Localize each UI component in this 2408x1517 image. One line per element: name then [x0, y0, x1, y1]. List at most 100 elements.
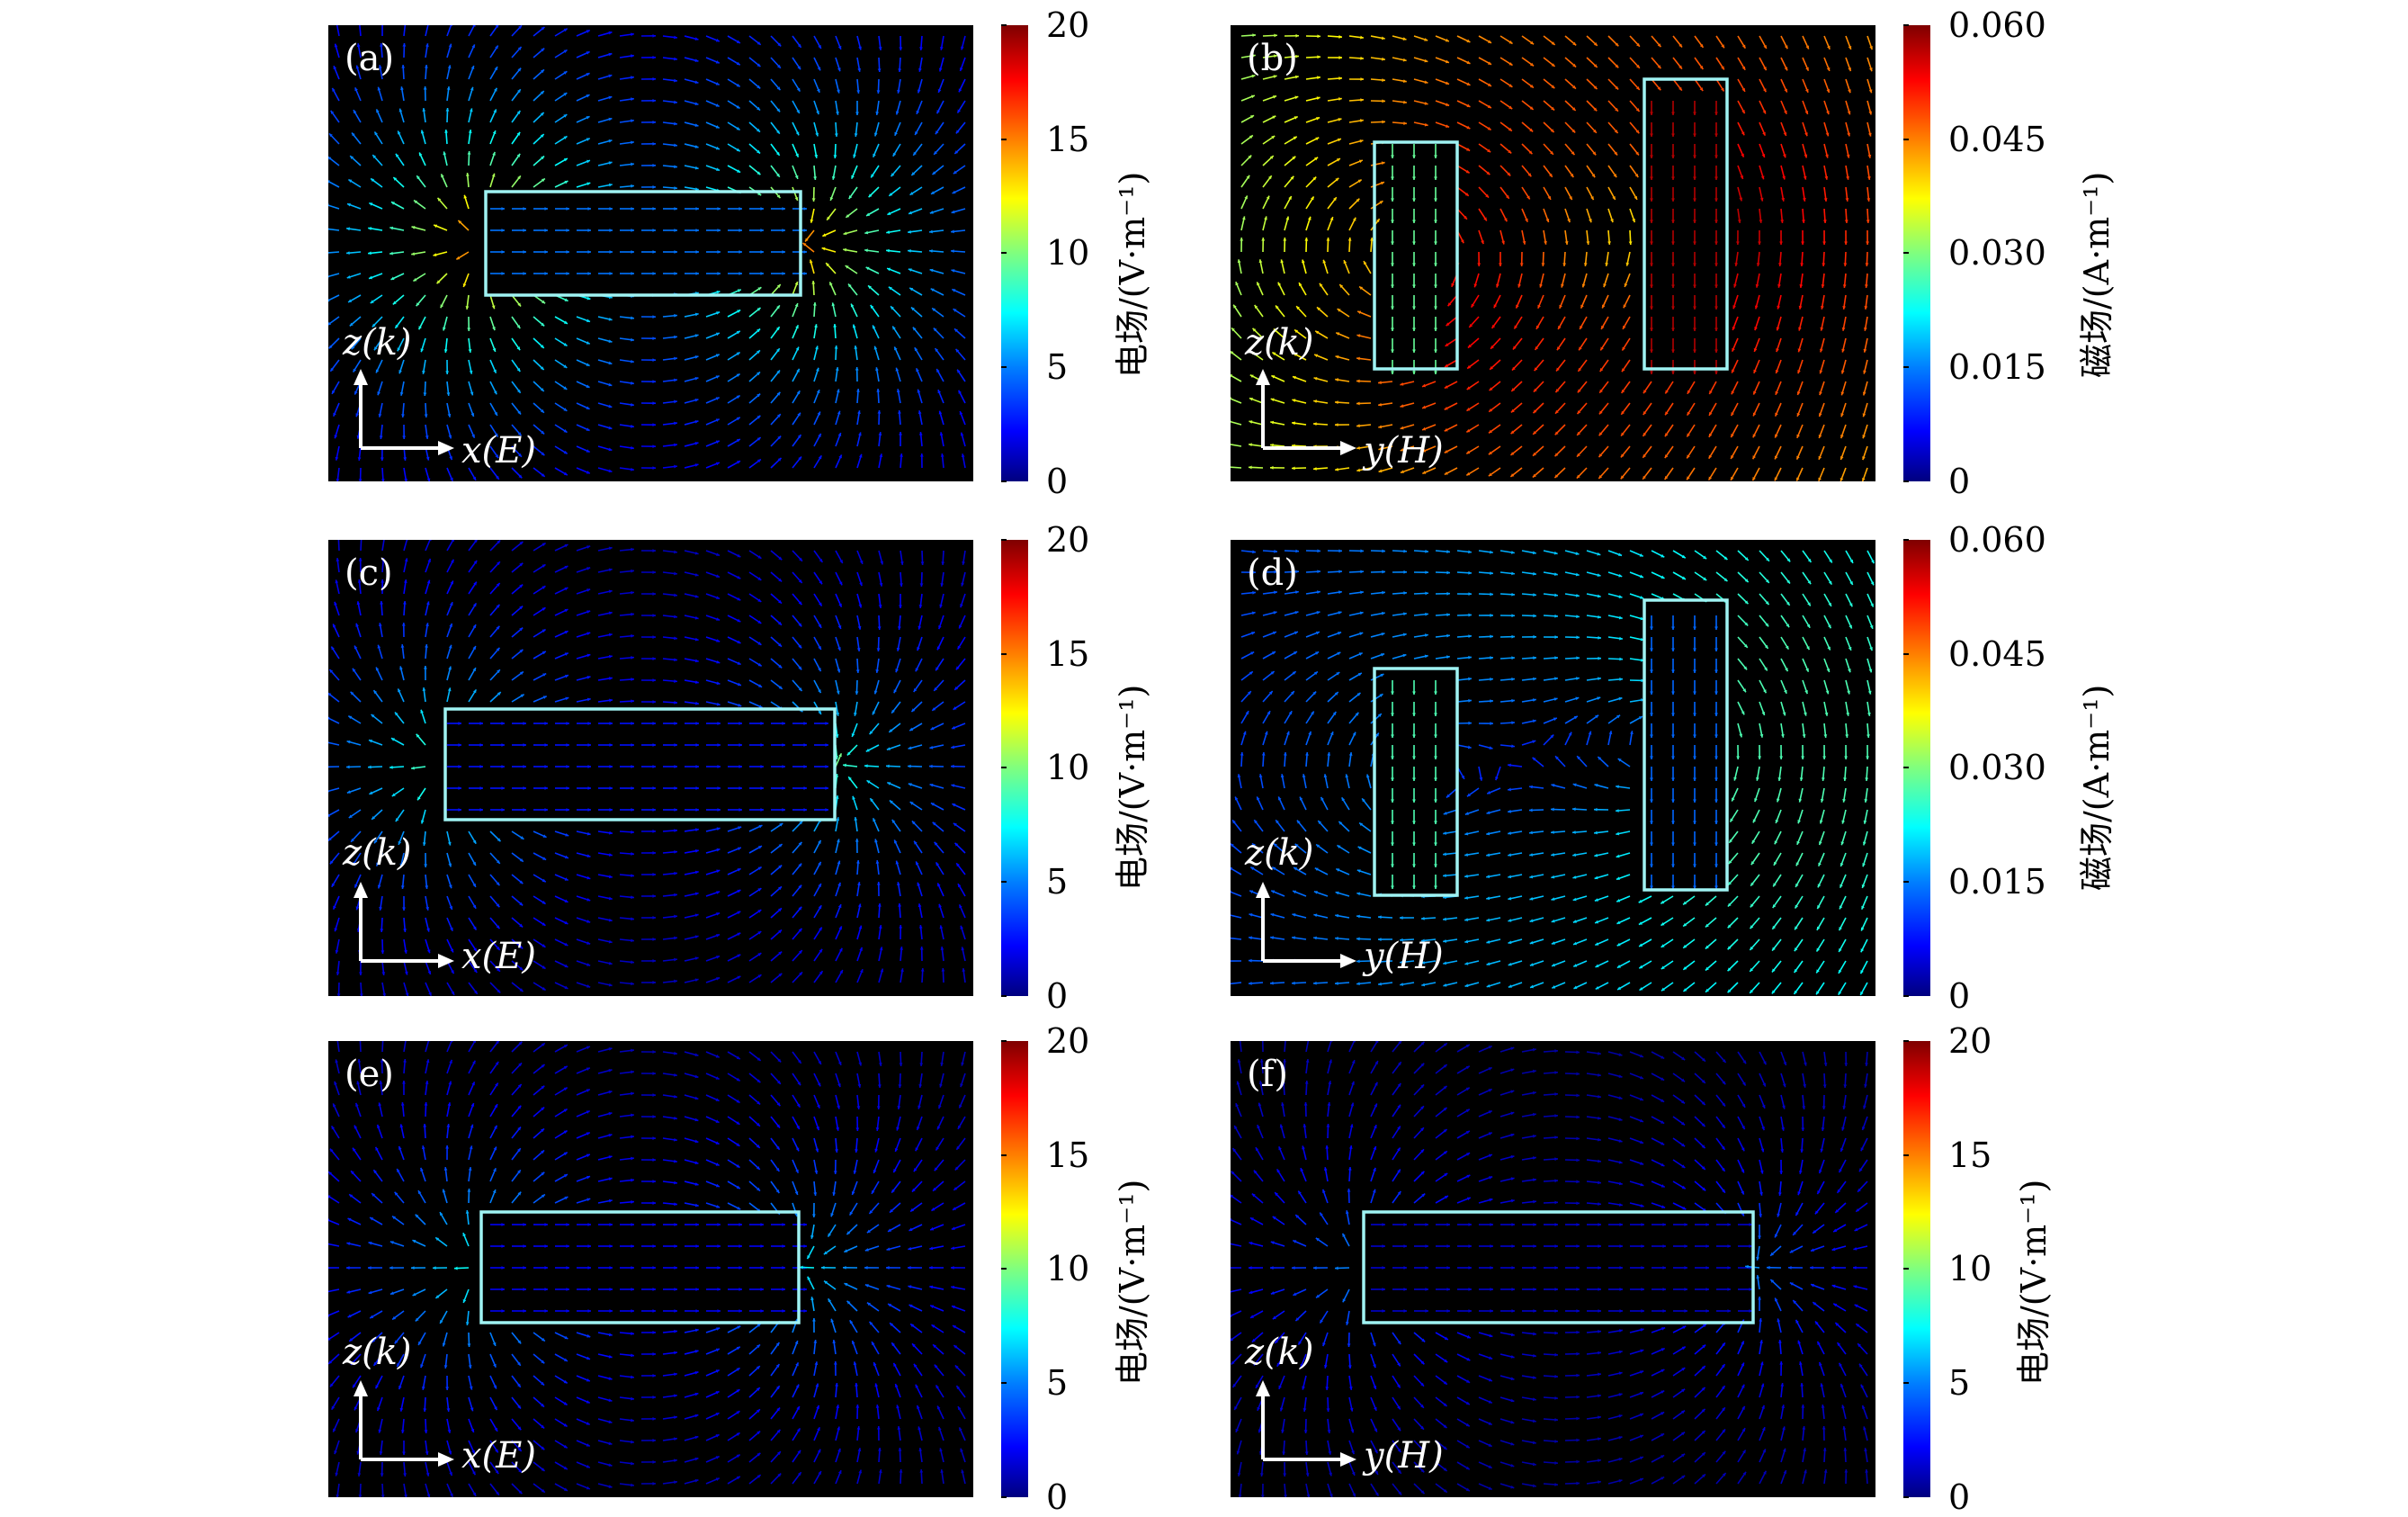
field-arrow-head	[631, 852, 634, 856]
field-arrow-head	[446, 108, 450, 112]
field-arrow-head	[1714, 198, 1718, 202]
field-arrow-head	[855, 691, 859, 695]
field-arrow-head	[1693, 155, 1696, 158]
field-arrow	[328, 180, 339, 187]
field-arrow-head	[403, 457, 407, 461]
field-arrow-head	[1391, 799, 1394, 803]
colorbar-label-a: 电场/(V·m⁻¹)	[1105, 172, 1154, 378]
field-arrow-head	[1671, 112, 1675, 115]
field-arrow-head	[717, 765, 721, 768]
field-arrow-head	[782, 250, 785, 254]
field-arrow-head	[951, 229, 954, 233]
field-arrow-head	[1434, 842, 1437, 846]
field-arrow-head	[1356, 424, 1360, 427]
field-arrow-head	[1412, 241, 1416, 245]
field-arrow-head	[1671, 777, 1675, 781]
field-arrow-head	[544, 765, 548, 768]
field-arrow-head	[1412, 799, 1416, 803]
field-arrow-head	[652, 938, 656, 941]
field-arrow-head	[886, 765, 890, 768]
field-arrow-head	[501, 722, 505, 725]
field-arrow-head	[458, 722, 461, 725]
field-arrow-head	[1391, 263, 1394, 266]
field-arrow-head	[1468, 550, 1472, 553]
field-arrow-head	[760, 250, 764, 254]
field-arrow-head	[1490, 614, 1493, 617]
field-arrow	[447, 540, 454, 551]
field-arrow-head	[1671, 648, 1675, 651]
field-arrow	[1231, 421, 1241, 425]
field-arrow-head	[1866, 756, 1869, 759]
field-arrow-head	[1434, 328, 1437, 331]
field-arrow-head	[380, 950, 384, 954]
field-arrow-head	[1693, 648, 1696, 651]
field-arrow-head	[1443, 874, 1446, 877]
field-arrow-head	[631, 634, 634, 638]
field-arrow-head	[566, 786, 569, 790]
field-arrow-head	[631, 548, 634, 552]
field-arrow-head	[1650, 371, 1653, 374]
field-arrow-head	[833, 324, 837, 328]
field-arrow	[336, 25, 339, 36]
field-arrow-head	[1757, 263, 1760, 266]
field-arrow-head	[631, 184, 634, 188]
field-arrow-head	[717, 229, 721, 232]
arrow-layer	[328, 25, 965, 481]
field-arrow-head	[1594, 808, 1598, 812]
field-arrow-head	[1650, 284, 1653, 288]
field-arrow-head	[466, 173, 470, 176]
field-arrow-head	[695, 229, 699, 232]
field-arrow-head	[652, 423, 656, 426]
structure-rect	[1644, 79, 1727, 369]
field-arrow	[361, 540, 362, 551]
field-arrow-head	[825, 743, 828, 747]
field-arrow-head	[1714, 821, 1718, 824]
field-arrow-head	[782, 722, 785, 725]
field-arrow-head	[425, 885, 428, 889]
field-arrow-head	[523, 765, 526, 768]
field-arrow-head	[479, 808, 483, 812]
field-arrow-head	[1801, 756, 1804, 759]
field-arrow-head	[1412, 885, 1416, 889]
field-arrow-head	[458, 808, 461, 812]
field-arrow-head	[1292, 466, 1295, 470]
field-arrow-head	[813, 302, 817, 306]
field-arrow-head	[359, 479, 363, 481]
field-arrow-head	[631, 613, 634, 616]
field-arrow-head	[1650, 799, 1653, 803]
field-arrow-head	[1650, 756, 1653, 759]
field-arrow-head	[1714, 241, 1718, 245]
field-arrow-head	[1843, 777, 1847, 781]
field-arrow-head	[920, 947, 924, 950]
field-arrow-head	[380, 601, 383, 605]
field-arrow-head	[424, 392, 427, 396]
field-arrow-head	[674, 829, 677, 832]
field-arrow-head	[652, 851, 656, 855]
field-arrow-head	[1693, 626, 1696, 630]
field-arrow-head	[1576, 635, 1580, 639]
field-arrow-head	[674, 658, 677, 661]
field-arrow-head	[587, 229, 591, 232]
field-arrow-head	[652, 743, 656, 747]
field-arrow-head	[1671, 799, 1675, 803]
field-arrow-head	[1758, 241, 1761, 245]
field-arrow-head	[652, 99, 656, 103]
field-arrow-head	[739, 722, 742, 725]
field-arrow-head	[1283, 238, 1286, 241]
field-arrow-head	[1650, 777, 1653, 781]
field-arrow-head	[674, 701, 677, 705]
field-arrow-head	[424, 666, 427, 669]
field-arrow-head	[739, 808, 742, 812]
field-arrow-head	[674, 743, 677, 747]
field-arrow-head	[1412, 371, 1416, 374]
field-arrow-head	[467, 328, 470, 331]
field-arrow-head	[674, 765, 677, 768]
field-arrow-head	[1434, 821, 1437, 824]
field-arrow-head	[674, 808, 677, 812]
field-arrow-head	[566, 272, 569, 275]
field-arrow-head	[1650, 198, 1653, 202]
field-arrow	[447, 25, 452, 36]
field-arrow-head	[1650, 241, 1653, 245]
field-arrow-head	[652, 916, 656, 920]
field-arrow-head	[1693, 349, 1696, 353]
